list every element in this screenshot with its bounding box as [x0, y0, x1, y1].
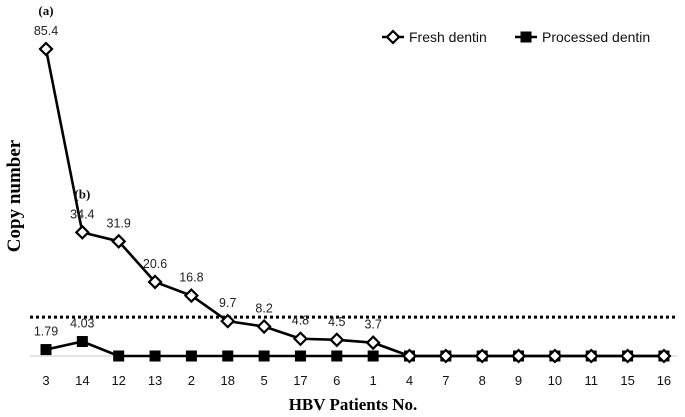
x-tick-label: 13	[148, 373, 162, 388]
data-label: 4.5	[328, 315, 345, 329]
x-tick-label: 3	[42, 373, 49, 388]
data-label: 4.03	[70, 317, 94, 331]
processed-dentin-point	[185, 350, 197, 362]
x-tick-label: 16	[657, 373, 671, 388]
fresh-dentin-point	[656, 348, 672, 364]
fresh-dentin-point	[38, 41, 54, 57]
x-tick-label: 1	[370, 373, 377, 388]
x-axis-label: HBV Patients No.	[289, 395, 418, 414]
x-tick-label: 14	[75, 373, 89, 388]
data-label: 3.7	[364, 318, 381, 332]
data-label: 34.4	[70, 207, 94, 221]
x-tick-label: 15	[620, 373, 634, 388]
x-tick-label: 9	[515, 373, 522, 388]
x-tick-label: 4	[406, 373, 413, 388]
processed-dentin-point	[258, 350, 270, 362]
data-label: 20.6	[143, 257, 167, 271]
x-tick-label: 2	[188, 373, 195, 388]
processed-dentin-point	[113, 350, 125, 362]
fresh-dentin-point	[510, 348, 527, 364]
data-label: 31.9	[107, 216, 131, 230]
legend-marker	[520, 31, 532, 43]
processed-dentin-point	[367, 350, 379, 362]
legend-item-label: Fresh dentin	[409, 29, 487, 45]
processed-dentin-point	[149, 350, 161, 362]
processed-dentin-point	[40, 344, 52, 356]
processed-dentin-point	[331, 350, 343, 362]
fresh-dentin-point	[474, 348, 490, 364]
legend-marker	[385, 29, 401, 45]
x-tick-label: 6	[333, 373, 340, 388]
annotation-label: (a)	[38, 3, 53, 18]
data-label: 8.2	[255, 302, 272, 316]
x-tick-label: 5	[260, 373, 267, 388]
legend-item-label: Processed dentin	[542, 29, 650, 45]
fresh-dentin-point	[220, 313, 236, 329]
x-tick-label: 12	[111, 373, 125, 388]
y-axis-label: Copy number	[4, 139, 25, 252]
x-tick-label: 7	[442, 373, 449, 388]
fresh-dentin-point	[547, 348, 563, 364]
fresh-dentin-point	[620, 348, 636, 364]
annotation-label: (b)	[74, 186, 90, 201]
x-tick-label: 8	[479, 373, 486, 388]
processed-dentin-point	[222, 350, 234, 362]
series-line-processed-dentin	[45, 340, 664, 358]
data-label: 85.4	[34, 24, 58, 38]
fresh-dentin-point	[292, 331, 309, 347]
fresh-dentin-point	[111, 233, 127, 249]
data-label: 1.79	[34, 325, 58, 339]
x-tick-label: 17	[293, 373, 307, 388]
data-label: 16.8	[179, 271, 203, 285]
fresh-dentin-point	[183, 288, 199, 304]
data-label: 4.8	[292, 314, 309, 328]
fresh-dentin-point	[256, 318, 272, 335]
fresh-dentin-point	[583, 348, 599, 364]
fresh-dentin-point	[365, 335, 381, 351]
series-line-fresh-dentin	[44, 48, 664, 358]
processed-dentin-point	[76, 336, 88, 348]
fresh-dentin-point	[438, 348, 454, 364]
legend: Fresh dentin Processed dentin	[382, 29, 650, 45]
data-label: 9.7	[219, 296, 236, 310]
fresh-dentin-point	[401, 348, 418, 364]
processed-dentin-point	[294, 350, 306, 362]
x-tick-label: 18	[221, 373, 235, 388]
plot-area: 3 14 12 13 2 18 5 17 6 1 4 7 8 9 10 11 15 1685.434.431.92…	[30, 3, 677, 388]
x-tick-label: 10	[548, 373, 562, 388]
x-tick-label: 11	[585, 373, 599, 388]
fresh-dentin-point	[147, 274, 163, 290]
fresh-dentin-point	[329, 332, 345, 348]
fresh-dentin-point	[74, 224, 90, 240]
